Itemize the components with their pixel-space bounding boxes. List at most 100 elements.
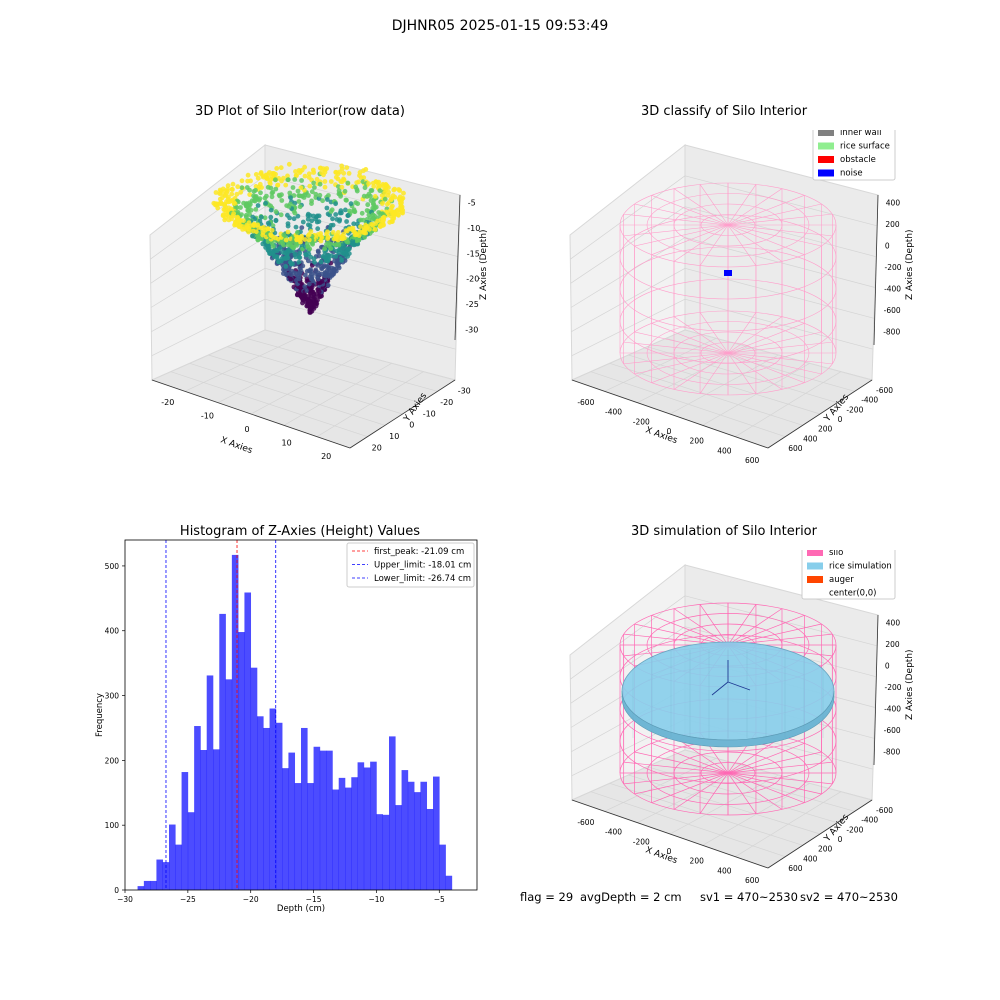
scatter-point — [312, 259, 317, 265]
scatter-point — [325, 229, 330, 235]
classify-x-tick-label: 400 — [717, 446, 732, 455]
scatter-point — [286, 161, 292, 167]
scatter-point — [300, 297, 306, 303]
wireframe-spoke — [727, 604, 757, 646]
scatter-point — [334, 234, 339, 239]
histogram-bar — [238, 632, 245, 890]
scatter-point — [251, 189, 257, 194]
scatter-point — [352, 209, 358, 215]
scatter-point — [273, 177, 278, 183]
scatter-point — [285, 212, 290, 218]
simulation-x-tick-label: 600 — [745, 876, 760, 885]
figure-title: DJHNR05 2025-01-15 09:53:49 — [391, 18, 609, 34]
scatter-point — [333, 242, 339, 248]
sv2-status: sv2 = 470~2530 — [800, 890, 898, 904]
scatter-point — [229, 191, 235, 197]
scatter-point — [366, 181, 371, 186]
scatter-point — [269, 227, 275, 233]
scatter-point — [315, 276, 321, 282]
scatter-point — [297, 270, 302, 276]
scatter-point — [309, 201, 314, 206]
simulation-x-tick-label: -400 — [605, 828, 622, 837]
scatter-point — [246, 229, 251, 235]
scatter-point — [368, 193, 373, 199]
center-axes-marker — [711, 660, 751, 696]
histogram-x-ticks: −30 −25 −20 −15 −10 −5 — [117, 890, 445, 904]
histogram-bar — [420, 781, 428, 890]
scatter-point — [302, 173, 308, 179]
wireframe-spoke — [699, 604, 729, 646]
legend-label: Lower_limit: -26.74 cm — [374, 574, 471, 584]
scatter-point — [343, 197, 349, 203]
histogram-bar — [357, 762, 365, 890]
scatter-point — [313, 267, 319, 273]
scatter-point — [235, 184, 241, 190]
y-tick-label: 400 — [105, 627, 120, 636]
histogram-bar — [200, 750, 208, 890]
scatter-point — [241, 218, 246, 224]
scatter-point — [265, 226, 271, 231]
scatter-point — [337, 218, 342, 224]
wireframe-spoke — [673, 188, 729, 226]
scatter-point — [353, 200, 359, 206]
classify-y-tick-label: 0 — [838, 415, 843, 424]
simulation-y-tick-label: -400 — [861, 816, 878, 825]
scatter-point — [284, 203, 290, 208]
scatter-point — [316, 219, 322, 224]
legend-swatch — [818, 169, 834, 177]
wireframe-spoke — [623, 352, 729, 365]
scatter-point — [325, 282, 331, 288]
scatter-point — [268, 214, 274, 220]
histogram-legend-box — [346, 542, 475, 588]
simulation-z-tick-label: -600 — [884, 726, 901, 735]
classify-y-tick-label: 400 — [803, 434, 818, 443]
simulation-z-tick-label: 200 — [885, 640, 900, 649]
wireframe-spoke — [727, 352, 833, 365]
scatter-point — [302, 284, 308, 289]
scatter-point — [285, 177, 291, 183]
scatter-point — [219, 195, 225, 201]
scatter-point — [213, 190, 219, 195]
histogram-bar — [363, 767, 371, 890]
scatter-point — [230, 213, 236, 219]
wireframe-spoke — [699, 312, 729, 354]
simulation-x-tick-label: 200 — [690, 857, 705, 866]
scatter-point — [295, 230, 300, 235]
histogram-bar — [257, 716, 264, 890]
classify-legend — [812, 130, 896, 181]
scatter-point — [225, 183, 231, 189]
rice-surface-edge — [621, 690, 835, 748]
scatter-point — [361, 227, 367, 233]
scatter-point — [371, 201, 376, 206]
scatter-point — [370, 222, 375, 228]
histogram-bar — [206, 675, 214, 890]
scatter-point — [342, 249, 348, 255]
scatter-point — [344, 165, 350, 170]
classify-z-tick-label: -800 — [883, 327, 900, 336]
simulation-y-tick-label: 200 — [818, 845, 833, 854]
wireframe-spoke — [651, 352, 729, 383]
scatter-point — [297, 250, 303, 256]
scatter-point — [311, 170, 317, 175]
wireframe-spoke — [651, 195, 729, 226]
scatter-point — [342, 258, 348, 263]
scatter-point — [246, 225, 251, 231]
scatter-point — [370, 212, 376, 218]
scatter-point — [325, 234, 331, 240]
scatter-point — [295, 188, 301, 194]
legend-label: noise — [840, 169, 863, 179]
scatter-point — [302, 237, 308, 242]
scatter-point — [262, 195, 268, 201]
wireframe-spoke — [727, 341, 833, 354]
scatter-point — [268, 203, 273, 209]
x-tick-label: −20 — [243, 895, 259, 904]
legend-swatch — [807, 562, 823, 570]
scatter-point — [322, 169, 328, 175]
wireframe-spoke — [673, 608, 729, 646]
classify-grid — [570, 175, 878, 437]
classify-z-tick-label: -600 — [884, 306, 901, 315]
histogram-bar — [194, 726, 201, 890]
scatter-point — [255, 175, 261, 181]
wireframe-spoke — [651, 224, 729, 255]
